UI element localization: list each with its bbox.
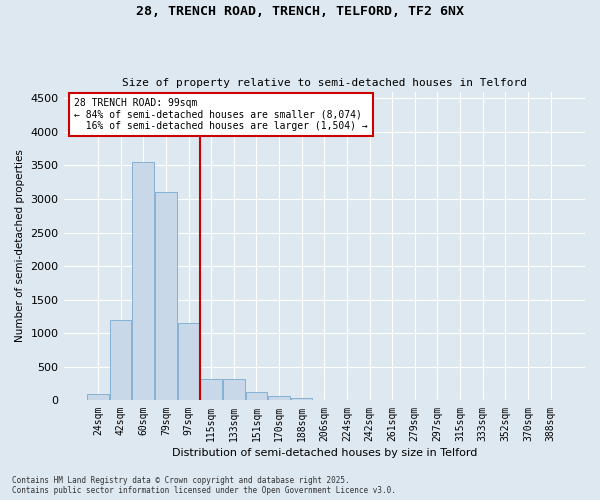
Bar [200, 379, 222, 400]
Bar [268, 396, 290, 400]
Bar [178, 323, 199, 400]
Bar [245, 392, 267, 400]
X-axis label: Distribution of semi-detached houses by size in Telford: Distribution of semi-detached houses by … [172, 448, 477, 458]
Bar [223, 379, 245, 400]
Y-axis label: Number of semi-detached properties: Number of semi-detached properties [15, 150, 25, 342]
Bar [87, 394, 109, 400]
Text: 28 TRENCH ROAD: 99sqm
← 84% of semi-detached houses are smaller (8,074)
  16% of: 28 TRENCH ROAD: 99sqm ← 84% of semi-deta… [74, 98, 368, 131]
Bar [133, 162, 154, 400]
Bar [155, 192, 176, 400]
Bar [110, 320, 131, 400]
Bar [291, 398, 313, 400]
Text: 28, TRENCH ROAD, TRENCH, TELFORD, TF2 6NX: 28, TRENCH ROAD, TRENCH, TELFORD, TF2 6N… [136, 5, 464, 18]
Title: Size of property relative to semi-detached houses in Telford: Size of property relative to semi-detach… [122, 78, 527, 88]
Text: Contains HM Land Registry data © Crown copyright and database right 2025.
Contai: Contains HM Land Registry data © Crown c… [12, 476, 396, 495]
